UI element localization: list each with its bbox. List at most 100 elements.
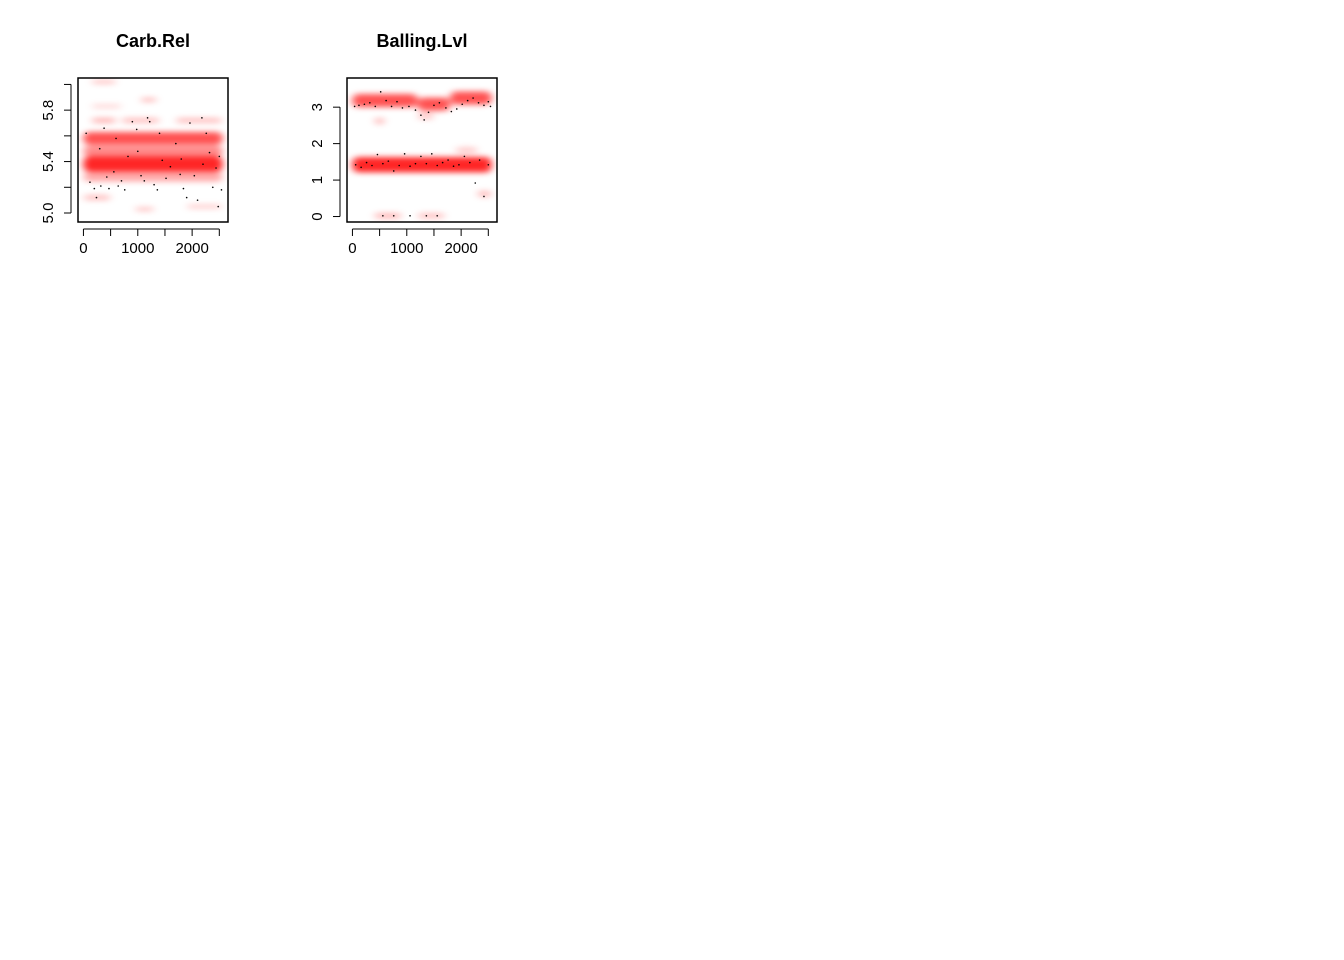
density-band <box>83 156 223 172</box>
density-band <box>477 190 492 198</box>
data-point <box>153 183 155 186</box>
data-point <box>211 186 214 189</box>
y-axis: 5.0 5.4 5.8 <box>40 83 72 224</box>
x-tick-label: 1000 <box>121 240 154 257</box>
density-band <box>91 117 117 123</box>
data-point <box>461 103 464 106</box>
data-point <box>487 100 490 103</box>
data-point <box>478 159 481 161</box>
data-point <box>220 189 223 191</box>
data-point <box>447 159 449 161</box>
data-point <box>165 177 167 180</box>
data-point <box>161 159 164 162</box>
data-point <box>180 158 183 160</box>
data-point <box>369 101 371 104</box>
data-point <box>95 196 98 199</box>
x-tick-label: 0 <box>348 240 356 257</box>
data-point <box>458 163 460 166</box>
data-point <box>425 162 428 165</box>
data-point <box>358 104 360 107</box>
data-point <box>202 163 204 165</box>
data-point <box>420 155 422 158</box>
data-point <box>156 189 159 191</box>
data-point <box>489 105 492 108</box>
data-point <box>143 180 146 182</box>
data-point <box>392 170 395 172</box>
data-point <box>123 189 126 191</box>
plot-frame <box>346 77 498 223</box>
data-point <box>427 111 430 114</box>
density-band <box>121 117 160 123</box>
data-point <box>436 164 439 167</box>
data-point <box>135 128 138 131</box>
data-point <box>487 163 490 166</box>
y-tick-label: 3 <box>309 103 326 111</box>
data-point <box>477 101 480 104</box>
chart-title: Carb.Rel <box>116 31 190 51</box>
x-axis: 0 1000 2000 <box>79 228 220 257</box>
panel-balling-lvl: Balling.Lvl 0 1000 2000 0 1 2 3 <box>309 31 498 257</box>
data-point <box>196 199 199 201</box>
density-band <box>417 213 445 219</box>
data-point <box>215 167 217 169</box>
data-point <box>217 205 220 208</box>
density-band <box>175 117 223 123</box>
data-point <box>414 162 417 165</box>
density-band <box>83 132 223 145</box>
y-tick-label: 1 <box>309 176 326 184</box>
data-point <box>106 176 108 178</box>
y-tick-label: 5.8 <box>40 100 57 121</box>
data-point <box>387 160 390 162</box>
data-point <box>108 187 110 190</box>
data-point <box>430 153 433 155</box>
plot-frame <box>77 77 229 223</box>
data-point <box>185 196 188 199</box>
data-point <box>472 97 474 99</box>
y-tick-label: 5.0 <box>40 203 57 224</box>
x-tick-label: 1000 <box>390 240 423 257</box>
data-point <box>392 215 395 217</box>
data-point <box>189 122 191 124</box>
density-band <box>135 207 155 212</box>
data-point <box>463 155 466 158</box>
data-point <box>396 100 398 103</box>
data-point <box>354 163 357 166</box>
x-axis: 0 1000 2000 <box>348 228 489 257</box>
data-point <box>148 120 151 123</box>
y-axis: 0 1 2 3 <box>309 103 341 221</box>
data-point <box>193 174 196 177</box>
data-point <box>483 195 485 198</box>
data-point <box>117 185 120 187</box>
data-point <box>371 164 373 167</box>
data-point <box>140 174 142 177</box>
data-point <box>365 161 368 164</box>
data-point <box>469 161 471 164</box>
density-band <box>450 91 492 105</box>
chart-title: Balling.Lvl <box>376 31 467 51</box>
data-point <box>146 117 149 119</box>
data-point <box>455 108 458 110</box>
points-layer <box>85 117 223 208</box>
data-point <box>423 119 425 121</box>
data-point <box>208 151 211 154</box>
density-band <box>186 204 223 209</box>
data-point <box>425 215 428 217</box>
density-band <box>91 104 122 109</box>
data-point <box>436 215 439 217</box>
x-tick-label: 2000 <box>444 240 477 257</box>
density-band <box>140 97 157 102</box>
data-point <box>403 153 406 155</box>
density-band <box>83 172 223 182</box>
data-point <box>382 162 384 165</box>
data-point <box>401 107 404 109</box>
data-point <box>89 181 91 183</box>
data-point <box>115 137 117 140</box>
density-band <box>455 147 478 154</box>
data-point <box>408 105 410 108</box>
data-point <box>438 101 441 104</box>
data-point <box>390 105 393 108</box>
data-point <box>113 171 115 173</box>
density-band <box>374 117 386 125</box>
data-point <box>120 180 123 182</box>
